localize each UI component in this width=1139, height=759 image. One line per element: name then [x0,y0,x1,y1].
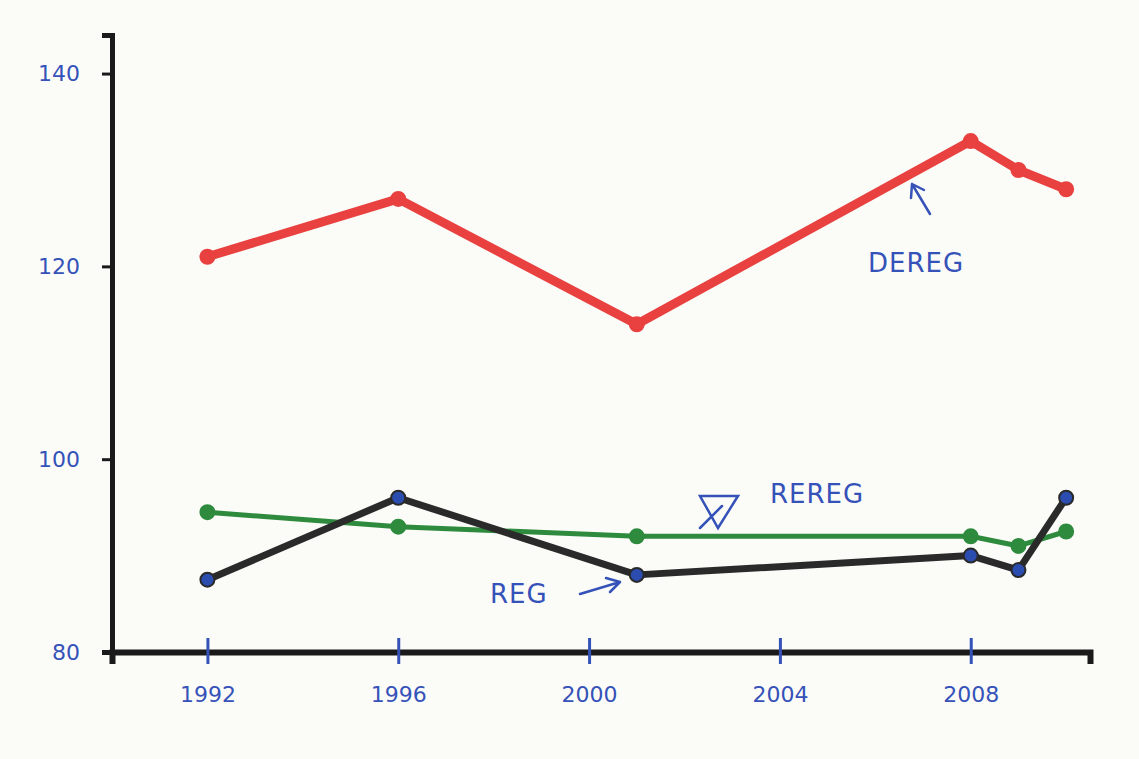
series-marker [630,568,644,582]
x-tick: 2004 [752,638,808,707]
y-tick: 140 [38,61,112,86]
series-label: DEREG [868,248,964,278]
series-marker [1011,163,1025,177]
series-marker [1059,182,1073,196]
y-tick-mark [102,73,112,76]
series-line [207,141,1066,324]
y-axis: 80 100 120 140 [38,36,113,665]
series-marker [964,134,978,148]
y-tick: 80 [52,640,112,665]
series-marker [200,250,214,264]
arrow [911,184,930,214]
x-tick: 1992 [180,638,236,707]
chart: 80 100 120 140 1992 1996 2000 2004 2008 DEREG RERE… [0,0,1139,759]
x-tick: 2008 [943,638,999,707]
y-axis-line [102,36,113,653]
y-tick: 120 [38,254,112,279]
arrow [700,496,738,528]
series-marker [1011,539,1025,553]
y-tick-mark [102,265,112,268]
series-marker [630,529,644,543]
x-tick-mark [206,638,209,664]
x-tick: 2000 [562,638,618,707]
y-tick-label: 80 [52,640,80,665]
series-marker [630,317,644,331]
x-tick-label: 2008 [943,682,999,707]
x-tick-mark [779,638,782,664]
y-tick-label: 100 [38,447,80,472]
series-labels: DEREG REREG REG [490,184,964,609]
y-tick-mark [102,458,112,461]
x-tick: 1996 [371,638,427,707]
x-axis: 1992 1996 2000 2004 2008 [113,638,1091,707]
series-line [207,512,1066,546]
x-tick-mark [397,638,400,664]
series-marker [1011,563,1025,577]
arrow [580,578,620,594]
series-marker [200,505,214,519]
x-tick-label: 1996 [371,682,427,707]
series-marker [964,529,978,543]
y-tick: 100 [38,447,112,472]
series-marker [1059,491,1073,505]
series-marker [391,192,405,206]
series-label: REREG [770,479,864,509]
series-label: REG [490,579,548,609]
x-tick-label: 2004 [752,682,808,707]
x-tick-label: 2000 [562,682,618,707]
x-tick-mark [970,638,973,664]
series-marker [1059,524,1073,538]
y-tick-label: 140 [38,61,80,86]
y-tick-label: 120 [38,254,80,279]
series-marker [391,520,405,534]
plot-area [200,134,1073,587]
series-marker [964,549,978,563]
series-marker [200,573,214,587]
x-tick-label: 1992 [180,682,236,707]
x-tick-mark [588,638,591,664]
x-axis-line [113,653,1091,665]
series-marker [391,491,405,505]
